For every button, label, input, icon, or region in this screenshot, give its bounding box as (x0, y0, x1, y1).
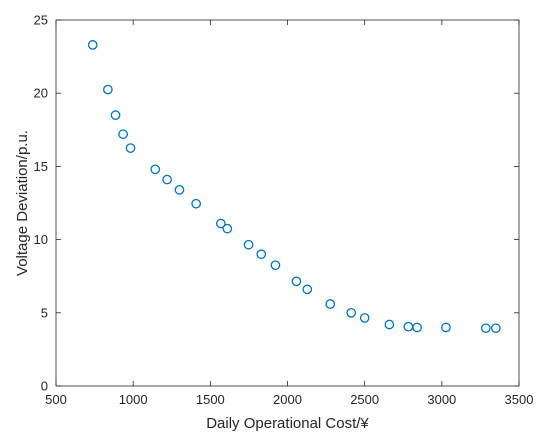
data-point (243, 239, 254, 250)
data-point (215, 218, 226, 229)
data-point (441, 322, 451, 333)
data-point (480, 323, 491, 334)
y-tick-label: 10 (34, 232, 48, 247)
data-point (302, 284, 313, 295)
data-point (87, 40, 98, 50)
data-point (490, 323, 501, 334)
x-tick-label: 1000 (119, 392, 148, 407)
data-point (110, 110, 121, 121)
x-tick-label: 500 (45, 392, 67, 407)
data-point (222, 223, 233, 234)
data-point (125, 143, 136, 153)
x-tick-label: 3000 (427, 392, 456, 407)
x-tick-label: 2000 (273, 392, 302, 407)
data-point (162, 174, 172, 185)
plot-area: 500 1000 1500 2000 2500 3000 3500 0 5 10 15 20 25 (34, 13, 534, 408)
data-point (403, 321, 414, 332)
x-tick-label: 3500 (505, 392, 534, 407)
y-tick-label: 20 (34, 86, 48, 101)
x-tick-label: 2500 (350, 392, 379, 407)
y-tick-label: 15 (34, 159, 48, 174)
data-point (256, 249, 267, 260)
data-point (118, 129, 128, 140)
y-tick-label: 5 (41, 305, 48, 320)
x-axis-label: Daily Operational Cost/¥ (206, 415, 369, 432)
x-tick-label: 1500 (196, 392, 225, 407)
data-point (412, 322, 422, 333)
data-point (103, 84, 113, 95)
data-points (87, 40, 501, 334)
data-point (325, 299, 336, 309)
data-point (191, 198, 201, 209)
y-tick-label: 25 (34, 13, 48, 28)
plot-frame (55, 19, 520, 387)
data-point (384, 319, 395, 330)
data-point (346, 307, 357, 318)
data-point (150, 164, 161, 175)
data-point (291, 276, 302, 287)
y-tick-label: 0 (41, 379, 48, 394)
data-point (270, 260, 281, 271)
data-point (174, 184, 185, 195)
data-point (359, 313, 370, 323)
y-axis-label: Voltage Deviation/p.u. (14, 130, 31, 276)
